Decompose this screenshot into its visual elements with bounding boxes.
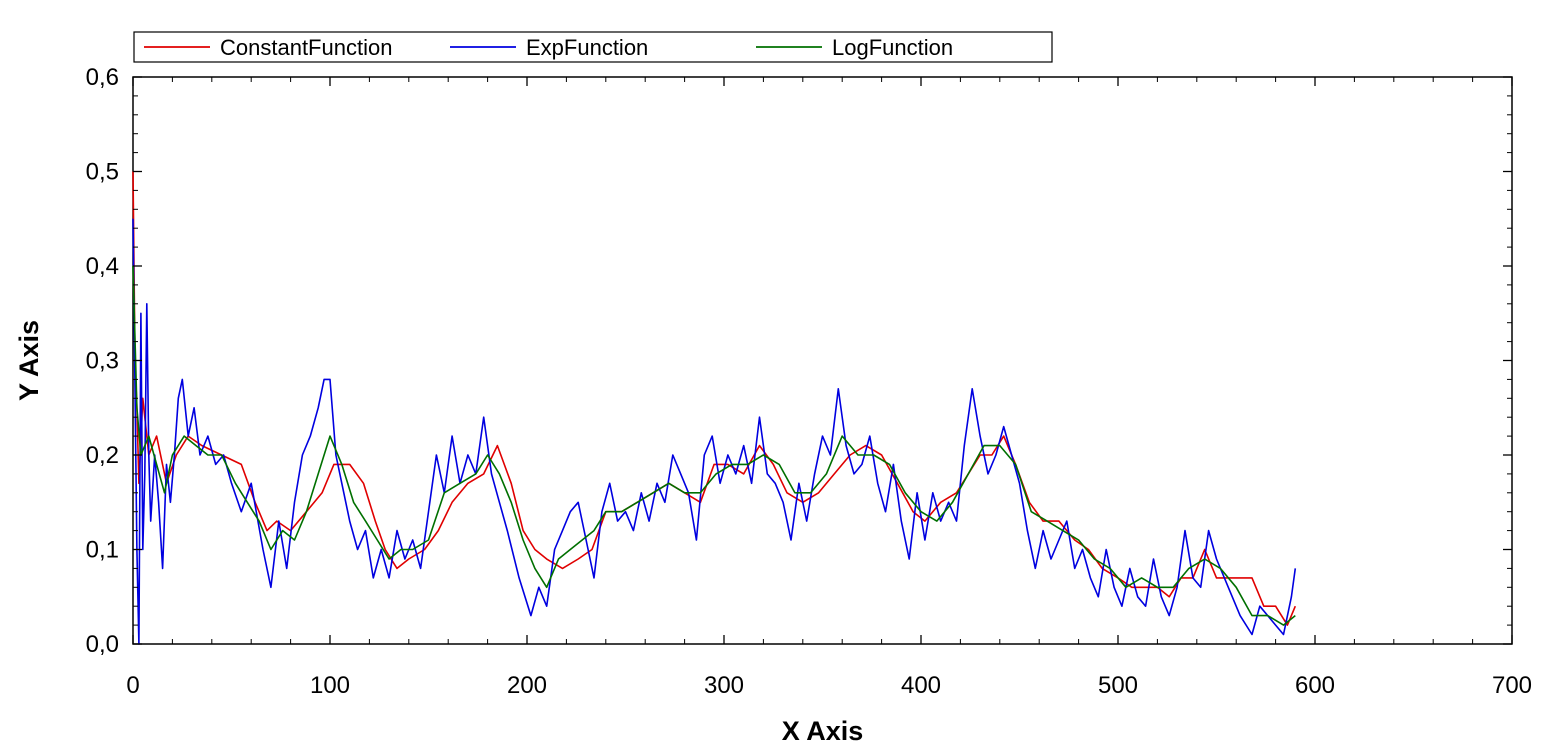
legend-label: LogFunction [832, 35, 953, 60]
x-tick-label: 600 [1295, 672, 1335, 699]
y-tick-label: 0,2 [86, 442, 119, 469]
y-tick-label: 0,4 [86, 253, 119, 280]
y-tick-label: 0,1 [86, 537, 119, 564]
legend-box [133, 31, 1053, 63]
plot-frame [132, 76, 1513, 645]
x-tick-label: 0 [126, 672, 139, 699]
series-line-logfunction [132, 265, 1296, 626]
y-tick-label: 0,3 [86, 348, 119, 375]
x-tick-label: 400 [901, 672, 941, 699]
x-tick-label: 700 [1492, 672, 1532, 699]
legend-label: ConstantFunction [220, 35, 392, 60]
x-tick-label: 100 [310, 672, 350, 699]
x-tick-label: 500 [1098, 672, 1138, 699]
y-tick-label: 0,0 [86, 631, 119, 658]
series-line-expfunction [132, 218, 1297, 645]
legend: ConstantFunction ExpFunction LogFunction [133, 31, 1053, 63]
x-tick-label: 300 [704, 672, 744, 699]
y-axis-title: Y Axis [14, 320, 44, 401]
y-tick-label: 0,6 [86, 64, 119, 91]
x-tick-label: 200 [507, 672, 547, 699]
axis-layer: 0 100 200 300 400 500 600 700 0,0 0,1 0,2 0,3 0,4 0,5… [86, 64, 1532, 699]
series-layer [132, 171, 1297, 645]
plot-area [132, 76, 1513, 645]
legend-label: ExpFunction [526, 35, 648, 60]
y-tick-label: 0,5 [86, 159, 119, 186]
x-axis-title: X Axis [782, 716, 864, 746]
